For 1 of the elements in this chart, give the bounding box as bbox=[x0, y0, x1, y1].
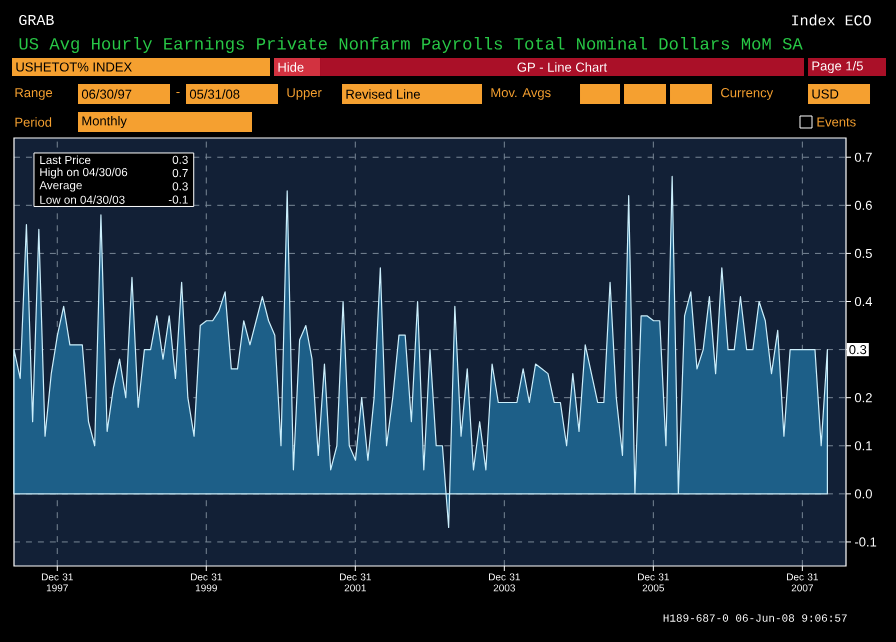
chart-title: US Avg Hourly Earnings Private Nonfarm Payrolls Total Nominal Dollars MoM SA bbox=[19, 36, 803, 53]
